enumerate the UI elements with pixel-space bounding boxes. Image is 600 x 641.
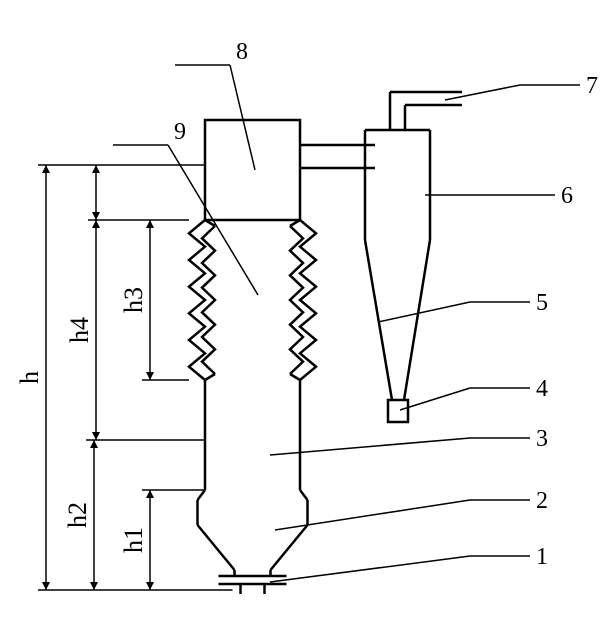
zigzag-section	[189, 220, 316, 380]
callout-4: 4	[536, 376, 548, 402]
callout-8: 8	[236, 39, 248, 65]
cyclone	[388, 400, 408, 422]
dim-h3: h3	[119, 287, 148, 313]
riser-head	[205, 120, 300, 220]
callout-6: 6	[561, 183, 573, 209]
callout-1: 1	[536, 544, 548, 570]
dim-h1: h1	[119, 527, 148, 553]
callout-5: 5	[536, 290, 548, 316]
dim-h2: h2	[63, 502, 92, 528]
callout-3: 3	[536, 426, 548, 452]
dim-h4: h4	[65, 317, 94, 343]
callout-2: 2	[536, 488, 548, 514]
callout-9: 9	[174, 119, 186, 145]
callout-7: 7	[586, 73, 598, 99]
dim-h: h	[15, 371, 44, 384]
